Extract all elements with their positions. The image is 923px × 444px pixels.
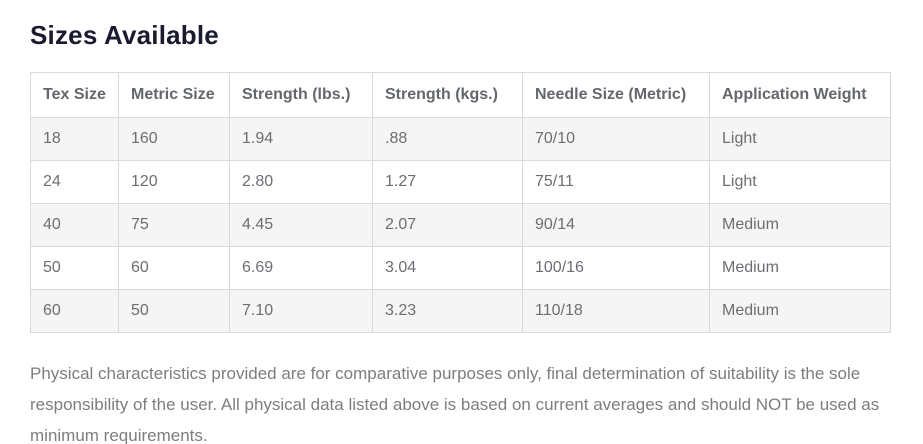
cell-strength-lbs: 4.45 [229, 203, 373, 247]
cell-metric-size: 50 [118, 289, 230, 333]
page-title: Sizes Available [30, 20, 219, 50]
cell-metric-size: 160 [118, 117, 230, 161]
table-row: 18 160 1.94 .88 70/10 Light [30, 117, 891, 161]
cell-strength-kgs: 1.27 [372, 160, 523, 204]
disclaimer-text: Physical characteristics provided are fo… [30, 364, 880, 444]
cell-strength-kgs: 3.04 [372, 246, 523, 290]
cell-needle-size: 100/16 [522, 246, 710, 290]
table-row: 40 75 4.45 2.07 90/14 Medium [30, 203, 891, 247]
cell-needle-size: 90/14 [522, 203, 710, 247]
column-header-strength-kgs: Strength (kgs.) [372, 72, 523, 118]
cell-application-weight: Light [709, 160, 891, 204]
column-header-strength-lbs: Strength (lbs.) [229, 72, 373, 118]
cell-application-weight: Medium [709, 289, 891, 333]
cell-strength-kgs: 2.07 [372, 203, 523, 247]
cell-strength-lbs: 2.80 [229, 160, 373, 204]
sizes-table: Tex Size Metric Size Strength (lbs.) Str… [30, 72, 891, 333]
cell-needle-size: 75/11 [522, 160, 710, 204]
cell-strength-kgs: 3.23 [372, 289, 523, 333]
cell-tex-size: 24 [30, 160, 119, 204]
cell-strength-kgs: .88 [372, 117, 523, 161]
table-header-row: Tex Size Metric Size Strength (lbs.) Str… [30, 72, 891, 118]
cell-tex-size: 40 [30, 203, 119, 247]
cell-tex-size: 50 [30, 246, 119, 290]
table-row: 24 120 2.80 1.27 75/11 Light [30, 160, 891, 204]
column-header-metric-size: Metric Size [118, 72, 230, 118]
cell-strength-lbs: 1.94 [229, 117, 373, 161]
table-row: 60 50 7.10 3.23 110/18 Medium [30, 289, 891, 333]
cell-strength-lbs: 7.10 [229, 289, 373, 333]
cell-tex-size: 60 [30, 289, 119, 333]
cell-strength-lbs: 6.69 [229, 246, 373, 290]
cell-metric-size: 75 [118, 203, 230, 247]
cell-application-weight: Light [709, 117, 891, 161]
cell-needle-size: 110/18 [522, 289, 710, 333]
table-row: 50 60 6.69 3.04 100/16 Medium [30, 246, 891, 290]
cell-application-weight: Medium [709, 246, 891, 290]
column-header-tex-size: Tex Size [30, 72, 119, 118]
cell-application-weight: Medium [709, 203, 891, 247]
cell-metric-size: 60 [118, 246, 230, 290]
cell-metric-size: 120 [118, 160, 230, 204]
cell-tex-size: 18 [30, 117, 119, 161]
cell-needle-size: 70/10 [522, 117, 710, 161]
column-header-application-weight: Application Weight [709, 72, 891, 118]
column-header-needle-size: Needle Size (Metric) [522, 72, 710, 118]
